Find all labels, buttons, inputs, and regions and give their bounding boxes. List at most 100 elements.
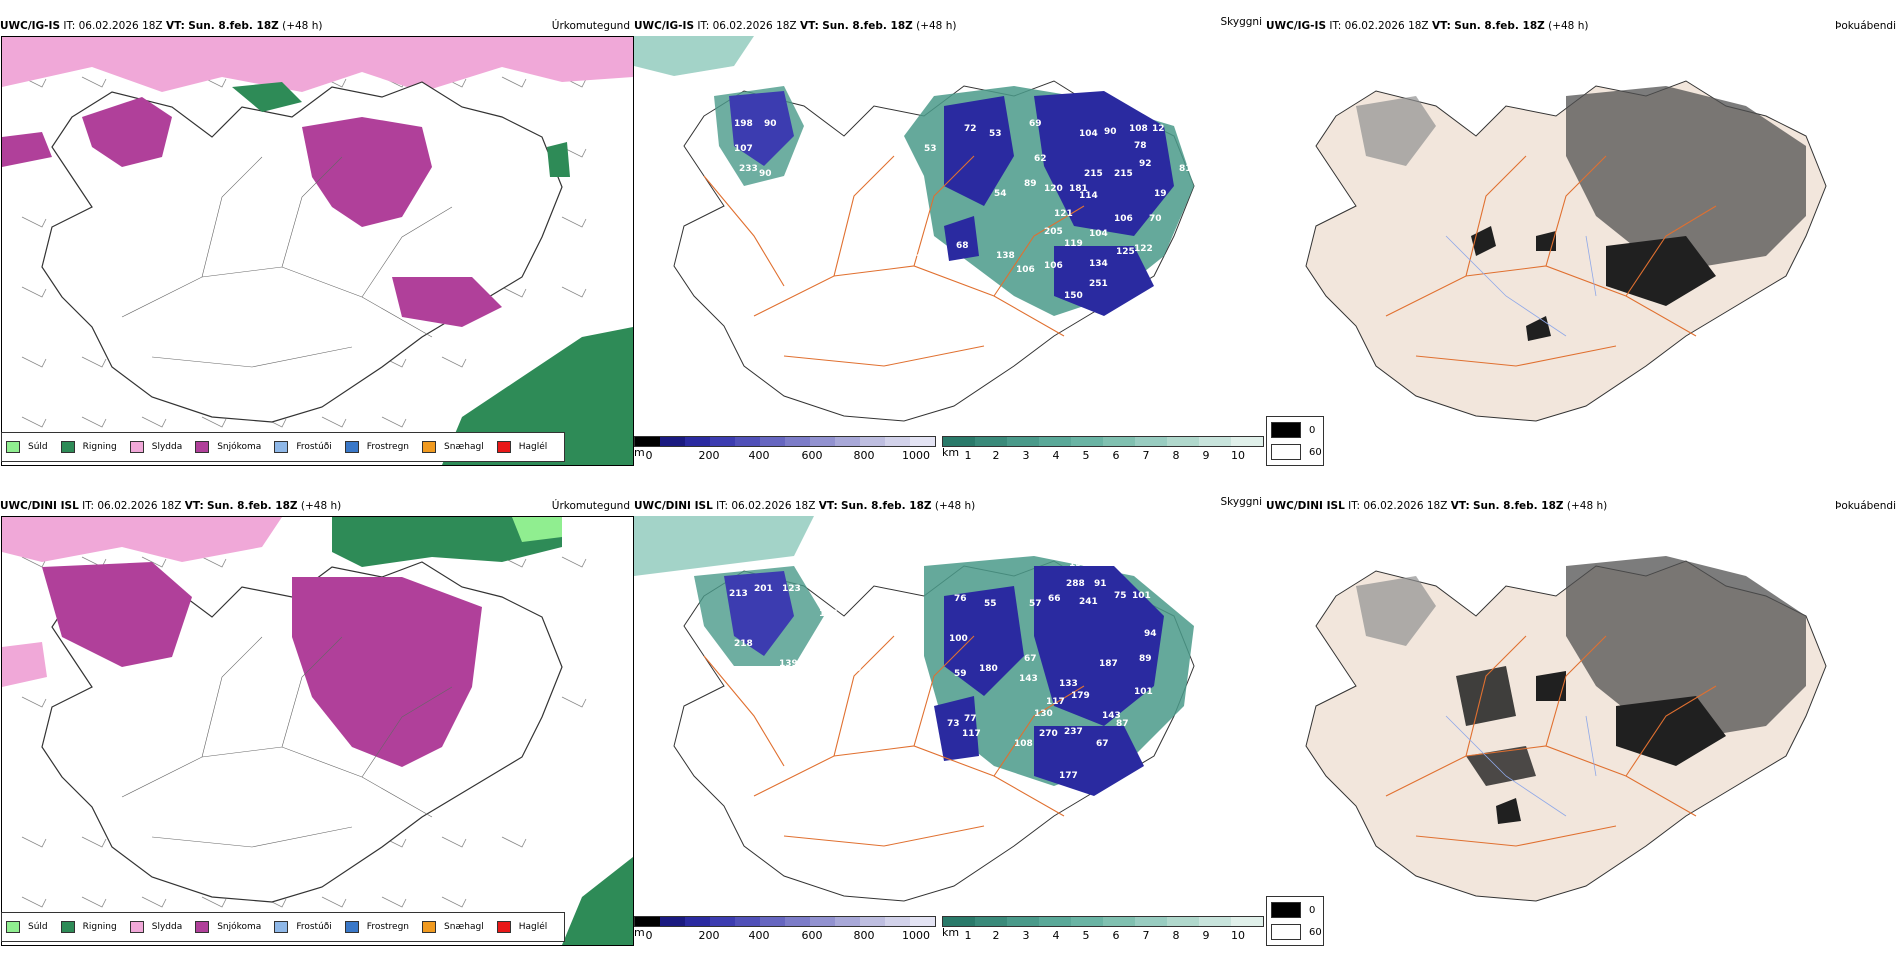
colorbar-swatch <box>660 917 685 926</box>
lead-time: (+48 h) <box>282 20 323 32</box>
visibility-tick: 10 <box>1231 929 1245 942</box>
rain-area <box>232 82 302 112</box>
ceiling-labels: 213 201 123 66 106 218 66 139 59 87 100 … <box>679 559 1157 781</box>
ceiling-colorbar-swatches <box>634 916 936 927</box>
vt-label: VT: <box>165 20 185 32</box>
fog-panel: UWC/DINI ISL IT: 06.02.2026 18Z VT: Sun.… <box>1266 480 1900 955</box>
ceiling-area <box>1054 246 1154 316</box>
ceiling-tick: 0 <box>645 449 653 462</box>
precip-map[interactable] <box>1 36 634 466</box>
colorbar-swatch <box>1103 437 1135 446</box>
ceiling-tick: 600 <box>801 449 823 462</box>
model-name: UWC/IG-IS <box>634 20 695 32</box>
legend-label: Rigning <box>82 442 117 452</box>
panel-title: Skyggni <box>1220 16 1263 28</box>
legend-label: Haglél <box>518 922 548 932</box>
ceiling-label: 101 <box>1134 687 1153 697</box>
precip-map[interactable] <box>1 516 634 946</box>
ceiling-label: 101 <box>1132 591 1151 601</box>
visibility-tick: 1 <box>964 929 972 942</box>
legend-label: Snæhagl <box>444 442 484 452</box>
snow-area <box>302 117 432 227</box>
fog-area <box>1606 236 1716 306</box>
visibility-tick: 3 <box>1022 449 1030 462</box>
fog-map-svg <box>1305 80 1827 422</box>
colorbar-swatch <box>1007 437 1039 446</box>
ceiling-label: 77 <box>964 714 977 724</box>
fog-area <box>1356 96 1436 166</box>
model-name: UWC/IG-IS <box>1266 20 1327 32</box>
it-label: IT: <box>1329 20 1342 32</box>
legend-label: Frostúði <box>296 922 332 932</box>
ceiling-colorbar: m 0 200 400 600 800 1000 <box>634 436 936 464</box>
ceiling-label: 78 <box>1134 141 1147 151</box>
colorbar-swatch <box>885 437 910 446</box>
colorbar-swatch <box>1199 917 1231 926</box>
ceiling-label: 59 <box>849 664 862 674</box>
fog-map[interactable] <box>1266 36 1900 436</box>
legend-label: Snjókoma <box>217 922 262 932</box>
ceiling-area <box>1034 726 1144 796</box>
valid-time: Sun. 8.feb. 18Z <box>188 20 279 32</box>
valid-time: Sun. 8.feb. 18Z <box>1473 500 1564 512</box>
ceiling-label: 104 <box>1089 229 1108 239</box>
fog-map[interactable] <box>1266 516 1900 916</box>
ceiling-area <box>944 586 1024 696</box>
visibility-units: km <box>942 926 960 939</box>
visibility-tick: 2 <box>992 929 1000 942</box>
legend-label: Súld <box>28 442 48 452</box>
colorbar-swatch <box>910 917 935 926</box>
init-time: 06.02.2026 18Z <box>1344 20 1429 32</box>
ceiling-label: 270 <box>1039 729 1058 739</box>
sleet-area <box>2 37 633 92</box>
fog-legend-item: 60 <box>1271 924 1322 940</box>
ceiling-map[interactable]: 213 201 123 66 106 218 66 139 59 87 100 … <box>634 516 1266 908</box>
colorbar-swatch <box>1135 917 1167 926</box>
visibility-tick: 7 <box>1142 929 1150 942</box>
colorbar-swatch <box>1167 437 1199 446</box>
ceiling-label: 87 <box>1164 254 1177 264</box>
ceiling-map[interactable]: 198 90 107 233 90 56 97 24 53 72 53 69 1… <box>634 36 1266 428</box>
fog-area <box>1471 226 1496 256</box>
init-time: 06.02.2026 18Z <box>78 20 163 32</box>
visibility-tick: 4 <box>1052 929 1060 942</box>
ceiling-label: 87 <box>1116 719 1129 729</box>
fog-legend: 0 60 <box>1266 896 1324 946</box>
ceiling-label: 97 <box>744 204 757 214</box>
ceiling-tick: 0 <box>645 929 653 942</box>
ceiling-label: 90 <box>764 119 777 129</box>
ceiling-tick: 800 <box>853 929 875 942</box>
lead-time: (+48 h) <box>1566 500 1608 512</box>
rivers <box>1445 715 1597 817</box>
ceiling-label: 218 <box>734 639 753 649</box>
precip-map-svg <box>2 37 633 465</box>
ceiling-label: 201 <box>754 584 773 594</box>
legend-label: Frostúði <box>296 442 332 452</box>
colorbar-swatch <box>910 437 935 446</box>
fog-legend-swatch <box>1271 924 1301 940</box>
ceiling-label: 66 <box>1048 594 1061 604</box>
fog-map-svg <box>1305 556 1827 902</box>
visibility-colorbar: km 1 2 3 4 5 6 7 8 9 10 <box>942 916 1264 944</box>
model-name: UWC/DINI ISL <box>1266 500 1345 512</box>
valid-time: Sun. 8.feb. 18Z <box>207 500 298 512</box>
visibility-tick: 3 <box>1022 929 1030 942</box>
ceiling-label: 56 <box>764 194 777 204</box>
road-network <box>121 156 453 368</box>
model-name: UWC/IG-IS <box>0 20 61 32</box>
ceiling-labels: 198 90 107 233 90 56 97 24 53 72 53 69 1… <box>706 119 1192 301</box>
lead-time: (+48 h) <box>934 500 976 512</box>
fog-legend-label: 0 <box>1309 904 1316 916</box>
ceiling-map-svg: 213 201 123 66 106 218 66 139 59 87 100 … <box>634 516 1195 902</box>
legend-swatch <box>60 441 75 453</box>
fog-area <box>1456 666 1516 726</box>
colorbar-swatch <box>835 437 860 446</box>
fog-area <box>1536 671 1566 701</box>
panel-header: UWC/DINI ISL IT: 06.02.2026 18Z VT: Sun.… <box>634 496 1266 516</box>
legend-label: Slydda <box>151 922 183 932</box>
ceiling-label: 119 <box>1064 239 1083 249</box>
road-network <box>1385 635 1717 847</box>
legend-swatch <box>496 921 511 933</box>
ceiling-label: 158 <box>1069 559 1088 569</box>
snow-area <box>82 97 172 167</box>
